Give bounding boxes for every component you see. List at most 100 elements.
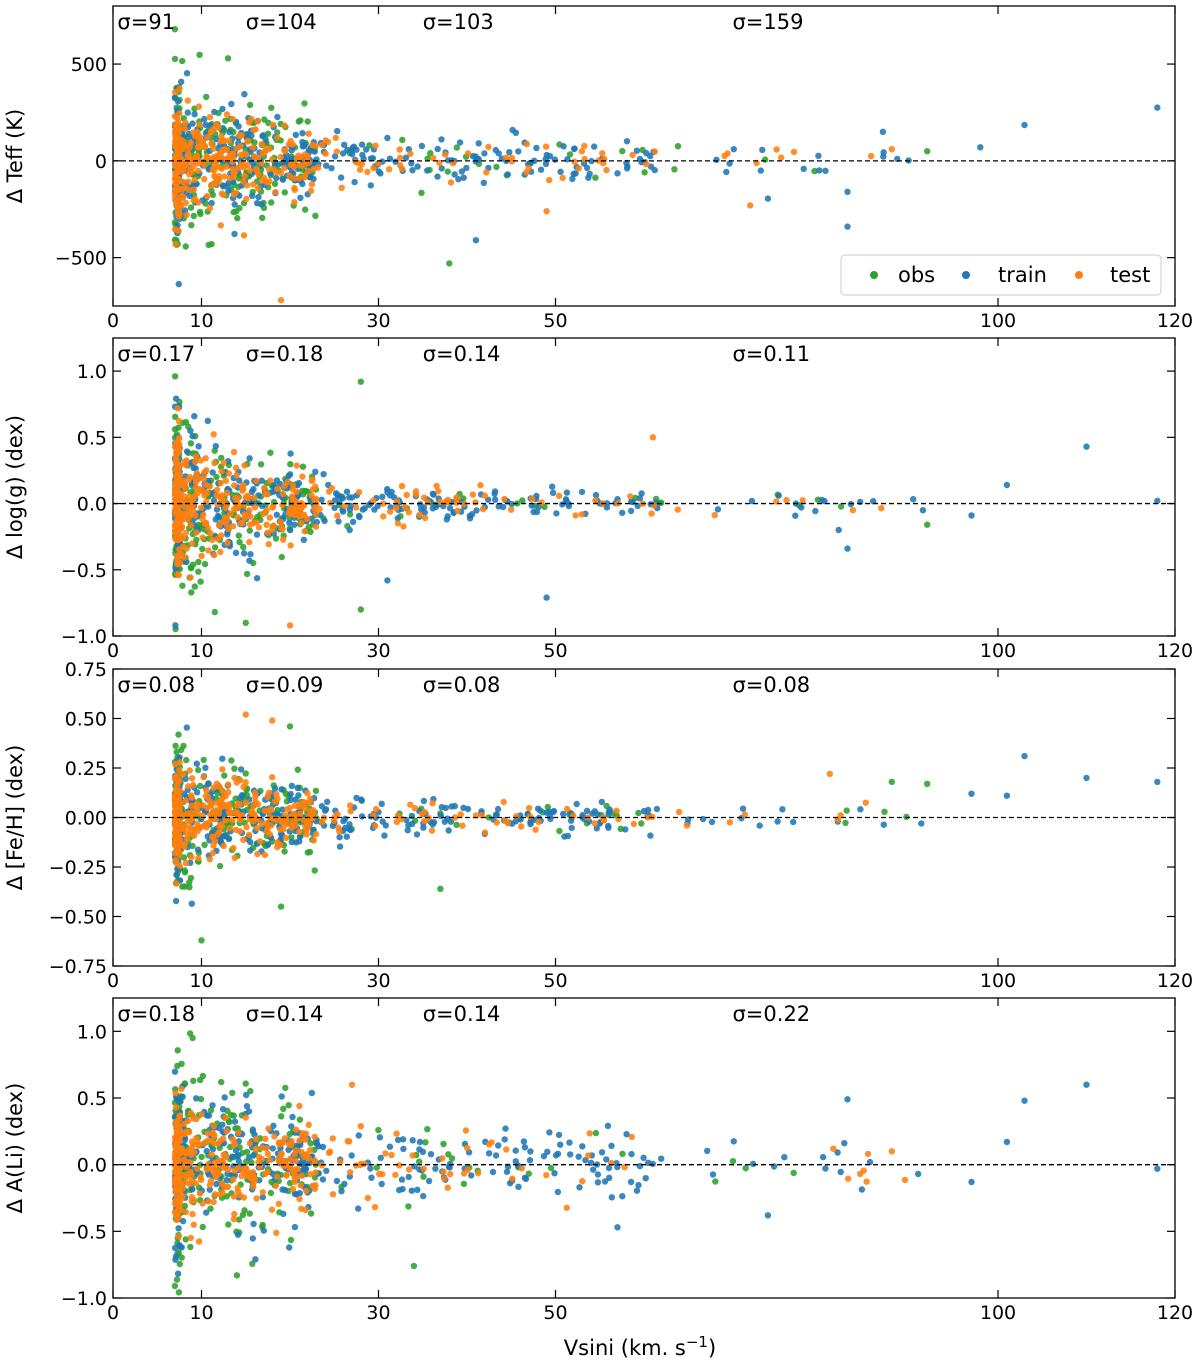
point-test: [508, 506, 515, 513]
point-test: [218, 532, 225, 539]
point-test: [563, 1204, 570, 1212]
point-obs: [440, 1140, 447, 1148]
point-test: [380, 500, 387, 507]
point-test: [454, 507, 461, 514]
y-tick-label: 0.0: [77, 1155, 107, 1177]
point-test: [372, 805, 380, 813]
point-train: [274, 113, 281, 121]
sigma-annotation: σ=0.18: [246, 342, 324, 366]
point-train: [324, 798, 331, 805]
point-train: [543, 594, 550, 601]
point-test: [176, 851, 183, 859]
point-train: [495, 1142, 502, 1149]
point-train: [295, 479, 303, 487]
point-train: [590, 1166, 597, 1173]
point-test: [262, 1135, 269, 1143]
point-test: [525, 164, 532, 172]
point-test: [270, 522, 277, 529]
point-test: [396, 1162, 403, 1169]
point-train: [506, 149, 513, 156]
point-train: [368, 1174, 375, 1181]
point-train: [176, 754, 183, 761]
point-train: [369, 155, 377, 162]
point-test: [453, 499, 460, 507]
point-test: [192, 196, 199, 203]
point-train: [232, 549, 240, 556]
point-train: [331, 504, 338, 511]
point-test: [279, 501, 286, 509]
point-train: [499, 503, 507, 511]
point-test: [621, 1164, 628, 1171]
point-test: [296, 828, 303, 836]
point-obs: [267, 1189, 275, 1197]
point-train: [334, 491, 341, 499]
point-test: [217, 222, 224, 229]
point-train: [255, 193, 262, 201]
point-train: [221, 1094, 228, 1101]
point-train: [191, 111, 198, 118]
point-train: [614, 170, 621, 177]
point-test: [304, 825, 311, 833]
point-train: [234, 1231, 242, 1238]
point-test: [324, 138, 332, 146]
point-test: [305, 167, 312, 175]
point-test: [174, 570, 181, 578]
point-test: [586, 1130, 593, 1137]
point-test: [261, 484, 268, 492]
point-train: [405, 1173, 412, 1181]
point-test: [180, 1156, 188, 1163]
point-test: [284, 478, 291, 486]
point-test: [263, 820, 270, 827]
point-test: [250, 494, 258, 501]
point-train: [219, 105, 226, 113]
point-train: [213, 1180, 220, 1188]
point-train: [592, 491, 600, 499]
point-obs: [200, 756, 207, 764]
point-train: [182, 775, 189, 782]
point-test: [303, 516, 311, 523]
sigma-annotation: σ=0.14: [423, 1002, 501, 1026]
point-train: [201, 115, 208, 123]
point-train: [557, 168, 564, 175]
point-train: [547, 815, 554, 823]
point-test: [182, 859, 190, 867]
point-test: [217, 548, 224, 556]
point-test: [312, 495, 320, 502]
point-train: [627, 1178, 635, 1186]
point-train: [569, 175, 576, 183]
point-test: [183, 511, 190, 518]
point-test: [237, 520, 245, 527]
point-test: [449, 160, 457, 167]
point-train: [203, 1147, 210, 1155]
point-test: [206, 114, 214, 121]
point-obs: [222, 117, 229, 124]
point-obs: [268, 104, 275, 112]
point-test: [248, 115, 255, 123]
point-test: [258, 1155, 266, 1163]
point-test: [171, 192, 179, 200]
point-obs: [619, 1150, 626, 1158]
point-obs: [761, 156, 769, 163]
point-train: [243, 1091, 250, 1099]
point-test: [291, 184, 298, 192]
point-train: [1154, 497, 1161, 505]
axes-frame: [112, 5, 1176, 307]
point-train: [194, 846, 202, 853]
point-train: [739, 805, 747, 812]
point-test: [571, 158, 578, 165]
point-test: [290, 496, 297, 504]
point-test: [211, 1191, 219, 1198]
point-test: [194, 144, 202, 151]
point-test: [347, 1169, 354, 1176]
point-train: [567, 817, 575, 824]
x-tick-label: 50: [543, 970, 567, 992]
point-test: [248, 1173, 255, 1181]
point-train: [399, 1136, 407, 1143]
point-test: [242, 711, 249, 718]
point-test: [205, 1198, 212, 1205]
point-test: [255, 171, 262, 178]
point-test: [282, 147, 289, 154]
point-test: [211, 180, 218, 187]
point-test: [457, 811, 464, 818]
point-train: [249, 1235, 256, 1242]
